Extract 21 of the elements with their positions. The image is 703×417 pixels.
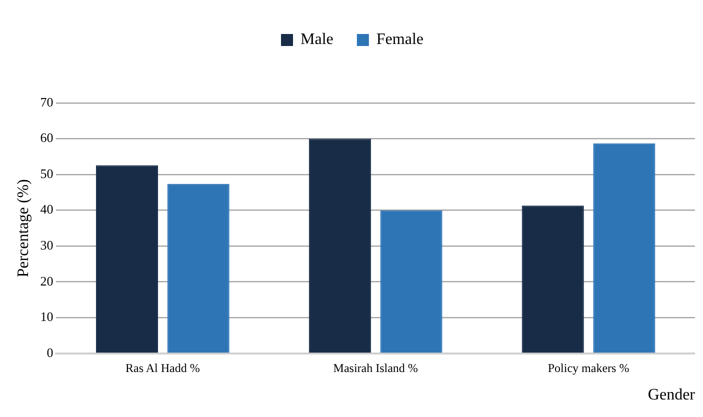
bar — [380, 210, 442, 353]
legend-label: Male — [300, 31, 334, 48]
legend-label: Female — [376, 31, 424, 48]
y-tick-label: 20 — [40, 273, 54, 288]
x-tick-label: Masirah Island % — [333, 360, 418, 375]
bar — [308, 138, 371, 353]
bar — [167, 184, 230, 353]
x-axis-title: Gender — [648, 386, 696, 404]
x-tick-label: Ras Al Hadd % — [126, 360, 200, 375]
bar — [593, 143, 656, 353]
y-tick-label: 60 — [40, 130, 54, 146]
y-tick-label: 0 — [46, 344, 54, 360]
x-tick-label: Policy makers % — [548, 360, 630, 375]
bar — [522, 206, 584, 353]
y-tick-label: 10 — [40, 309, 54, 324]
y-axis-title: Percentage (%) — [14, 179, 32, 278]
y-tick-label: 40 — [40, 202, 54, 217]
y-tick-label: 30 — [40, 238, 54, 253]
y-tick-label: 70 — [40, 94, 54, 110]
bar — [96, 165, 158, 353]
y-tick-label: 50 — [40, 166, 54, 181]
